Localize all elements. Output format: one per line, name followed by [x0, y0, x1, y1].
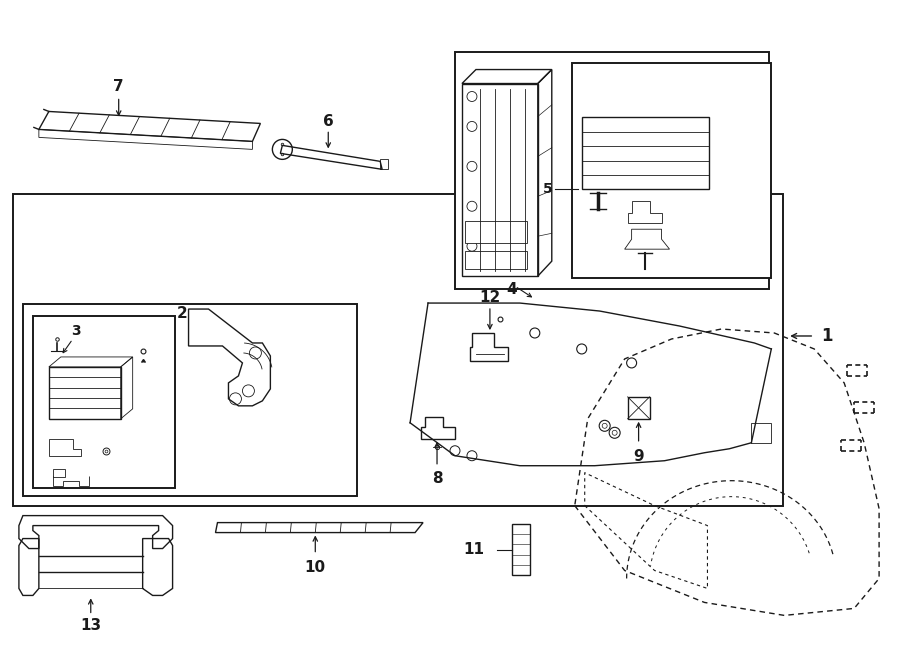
Bar	[33, 316, 175, 488]
Text: 11: 11	[463, 542, 484, 557]
Text: 4: 4	[507, 282, 517, 297]
Bar	[22, 304, 357, 496]
Bar	[13, 194, 783, 506]
Bar	[465, 221, 526, 243]
Text: 13: 13	[80, 618, 102, 633]
Text: 3: 3	[71, 324, 81, 338]
Bar	[581, 118, 709, 189]
Text: 8: 8	[432, 471, 442, 486]
Bar	[455, 52, 770, 289]
Bar	[49, 367, 121, 419]
Text: 5: 5	[543, 182, 553, 196]
Text: 9: 9	[634, 449, 643, 464]
Text: 1: 1	[822, 327, 833, 345]
Text: 2: 2	[177, 305, 188, 321]
Text: 12: 12	[480, 290, 500, 305]
Text: 10: 10	[305, 560, 326, 575]
Bar	[465, 251, 526, 269]
Bar	[572, 63, 771, 278]
Text: 6: 6	[323, 114, 334, 129]
Bar	[512, 524, 530, 576]
Text: 7: 7	[113, 79, 124, 94]
